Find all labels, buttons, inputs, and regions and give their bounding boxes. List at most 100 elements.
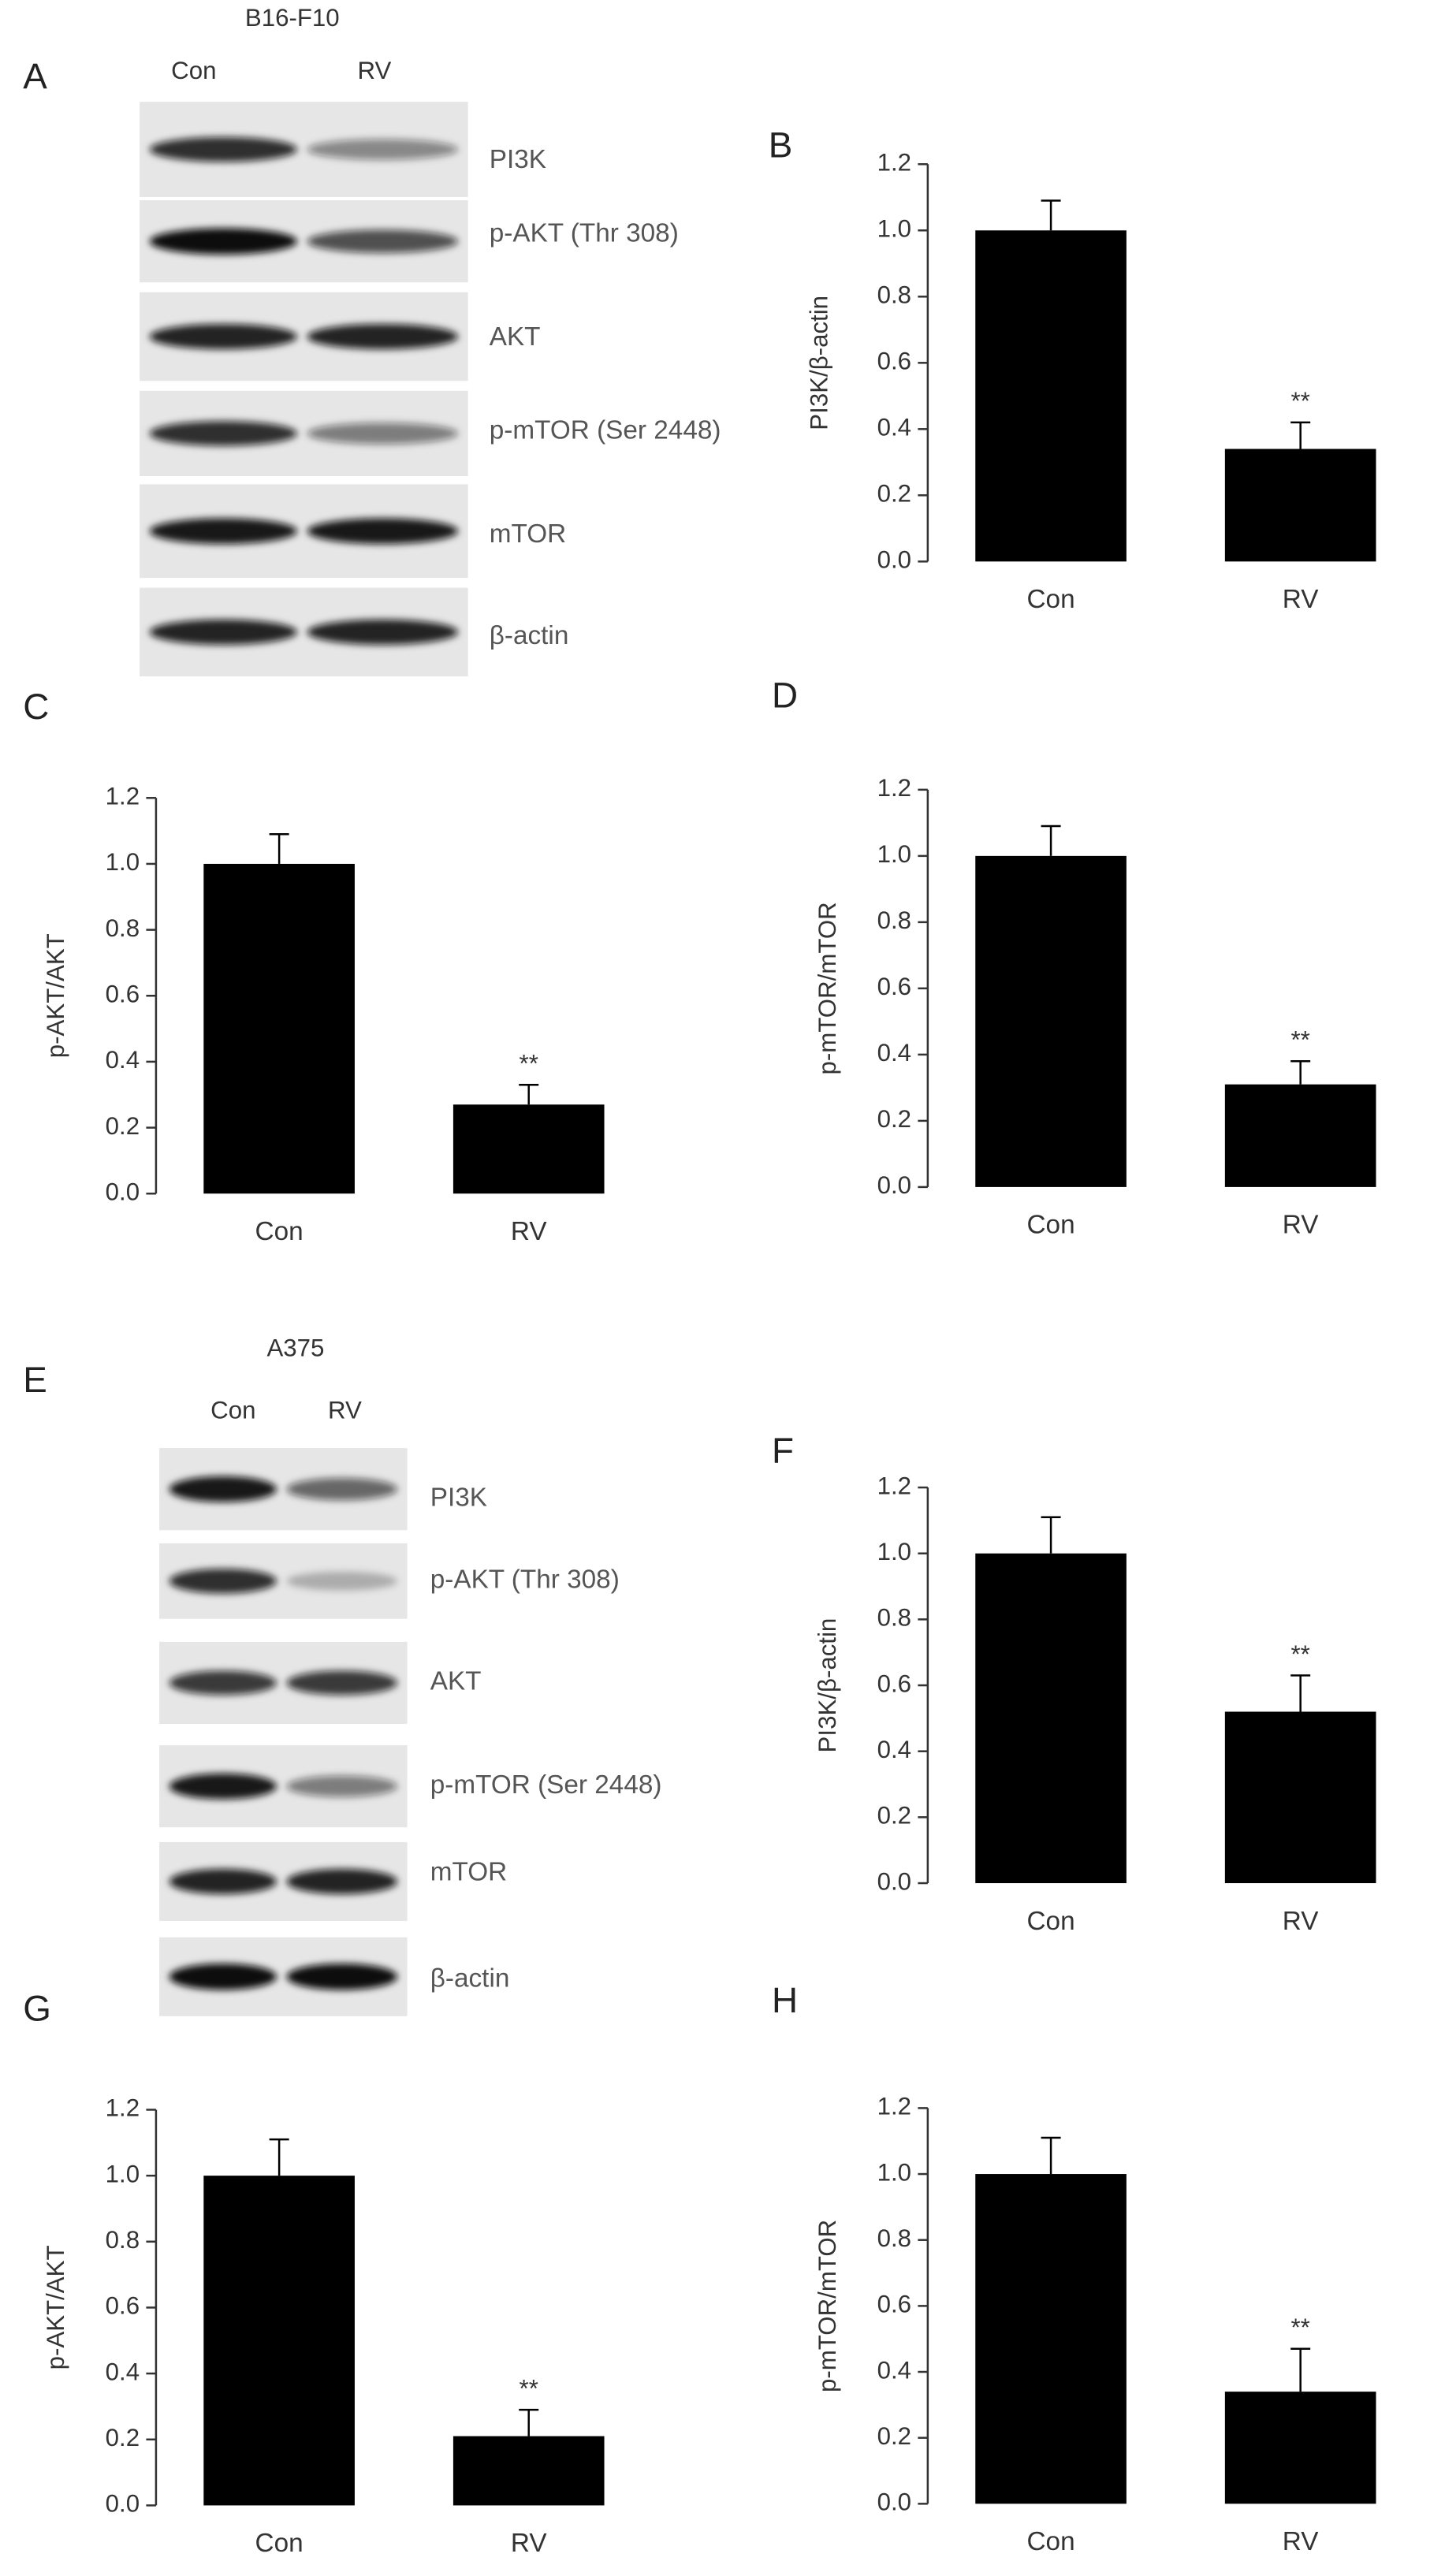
y-tick-label: 0.6 [877, 348, 911, 375]
y-tick-label: 0.2 [877, 1105, 911, 1133]
cell-line-label: A375 [266, 1334, 324, 1361]
blot-band [307, 323, 459, 350]
y-tick-label: 0.8 [106, 914, 140, 942]
bar [1224, 449, 1376, 562]
band-label: β-actin [490, 621, 569, 650]
band-label: AKT [430, 1667, 482, 1696]
lane-label: RV [328, 1397, 362, 1424]
y-tick-label: 1.0 [877, 840, 911, 868]
blot-band [149, 421, 298, 446]
y-axis-label: p-mTOR/mTOR [814, 2220, 841, 2392]
band-label: mTOR [430, 1857, 507, 1886]
y-tick-label: 0.8 [877, 1604, 911, 1632]
y-tick-label: 0.6 [877, 1670, 911, 1697]
x-tick-label: RV [1283, 1211, 1319, 1240]
blot-band [149, 228, 298, 255]
bar [1224, 2392, 1376, 2504]
blot-band [307, 139, 459, 160]
panel-letter: C [23, 687, 49, 727]
band-label: p-mTOR (Ser 2448) [490, 416, 721, 445]
y-axis-label: p-AKT/AKT [42, 2245, 69, 2369]
blot-band [169, 1670, 277, 1696]
lane-label: Con [171, 57, 216, 84]
y-tick-label: 0.2 [877, 1802, 911, 1830]
x-tick-label: Con [255, 2529, 304, 2558]
significance-label: ** [1291, 2314, 1310, 2341]
blot-band [169, 1569, 277, 1594]
y-tick-label: 0.8 [877, 2224, 911, 2252]
bar [1224, 1084, 1376, 1187]
y-tick-label: 1.0 [877, 2158, 911, 2186]
bar [203, 863, 355, 1194]
y-tick-label: 1.0 [877, 215, 911, 243]
significance-label: ** [1291, 387, 1310, 415]
significance-label: ** [1291, 1640, 1310, 1668]
y-tick-label: 0.6 [877, 2291, 911, 2318]
y-tick-label: 0.4 [106, 2358, 140, 2385]
y-tick-label: 1.2 [877, 149, 911, 177]
y-tick-label: 0.8 [877, 281, 911, 309]
panel-letter: D [772, 675, 798, 715]
y-tick-label: 0.4 [877, 414, 911, 441]
bar [452, 2436, 605, 2506]
y-tick-label: 0.2 [106, 2424, 140, 2451]
panel-letter: F [772, 1430, 794, 1470]
y-tick-label: 0.0 [877, 1867, 911, 1895]
y-tick-label: 0.0 [877, 1171, 911, 1199]
bar [975, 230, 1127, 562]
panel-letter: B [769, 125, 793, 166]
y-tick-label: 1.2 [877, 2093, 911, 2120]
y-tick-label: 0.8 [106, 2226, 140, 2254]
blot-band [149, 136, 298, 162]
cell-line-label: B16-F10 [245, 4, 340, 32]
y-axis-label: p-AKT/AKT [42, 933, 69, 1058]
y-tick-label: 0.2 [877, 480, 911, 508]
y-axis-label: PI3K/β-actin [814, 1618, 841, 1753]
blot-band [286, 1868, 398, 1894]
y-tick-label: 0.2 [877, 2422, 911, 2450]
x-tick-label: Con [1027, 2527, 1075, 2556]
y-tick-label: 1.2 [877, 1472, 911, 1499]
panel-letter: H [772, 1980, 798, 2020]
y-tick-label: 0.4 [106, 1046, 140, 1074]
panel-letter: E [23, 1360, 47, 1400]
blot-band [169, 1476, 277, 1502]
y-tick-label: 0.4 [877, 2356, 911, 2384]
band-label: p-mTOR (Ser 2448) [430, 1770, 662, 1800]
y-tick-label: 0.6 [106, 981, 140, 1008]
y-tick-label: 0.4 [877, 1736, 911, 1763]
bar [1224, 1711, 1376, 1884]
y-axis-label: p-mTOR/mTOR [814, 902, 841, 1074]
band-label: p-AKT (Thr 308) [490, 219, 679, 248]
blot-band [169, 1964, 277, 1990]
y-tick-label: 0.4 [877, 1039, 911, 1067]
y-tick-label: 0.0 [877, 2489, 911, 2516]
x-tick-label: RV [511, 1217, 547, 1246]
y-axis-label: PI3K/β-actin [806, 296, 833, 430]
blot-band [286, 1775, 398, 1797]
significance-label: ** [520, 1049, 538, 1077]
y-tick-label: 0.0 [877, 546, 911, 574]
y-tick-label: 1.0 [106, 848, 140, 876]
bar [452, 1104, 605, 1194]
y-tick-label: 0.2 [106, 1112, 140, 1140]
x-tick-label: Con [1027, 1211, 1075, 1240]
y-tick-label: 1.2 [877, 774, 911, 802]
lane-label: Con [210, 1397, 255, 1424]
bar [975, 855, 1127, 1187]
band-label: PI3K [490, 145, 546, 174]
significance-label: ** [520, 2374, 538, 2402]
x-tick-label: Con [1027, 585, 1075, 614]
significance-label: ** [1291, 1026, 1310, 1054]
band-label: p-AKT (Thr 308) [430, 1565, 620, 1595]
blot-band [149, 518, 298, 545]
y-tick-label: 0.6 [106, 2292, 140, 2320]
x-tick-label: RV [511, 2529, 547, 2558]
y-tick-label: 1.0 [877, 1538, 911, 1565]
blot-band [286, 1670, 398, 1696]
x-tick-label: RV [1283, 1907, 1319, 1936]
bar [975, 2174, 1127, 2504]
blot-band [307, 518, 459, 545]
x-tick-label: Con [255, 1217, 304, 1246]
y-tick-label: 0.8 [877, 906, 911, 934]
